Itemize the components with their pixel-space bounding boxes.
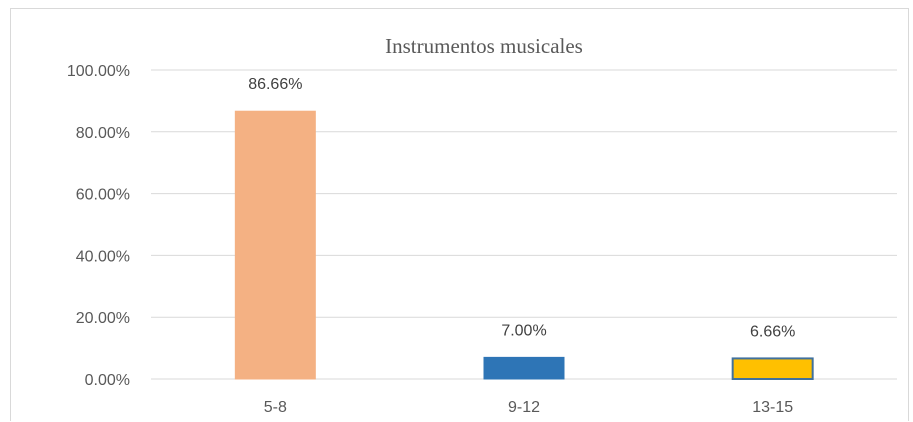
y-tick-label: 20.00% (76, 310, 130, 327)
y-axis-tick-labels: 0.00% 20.00% 40.00% 60.00% 80.00% 100.00% (67, 63, 130, 389)
bar-9-12 (483, 356, 565, 380)
x-tick-label-13-15: 13-15 (752, 399, 793, 416)
x-axis-tick-labels: 5-8 9-12 13-15 (264, 399, 793, 416)
y-tick-label: 100.00% (67, 63, 130, 80)
data-label-5-8: 86.66% (248, 76, 302, 93)
bar-chart: Instrumentos musicales 0.00% 20.00% 40.00%… (67, 34, 897, 416)
x-tick-label-9-12: 9-12 (508, 399, 540, 416)
data-label-13-15: 6.66% (750, 323, 795, 340)
data-labels: 86.66% 7.00% 6.66% (248, 76, 795, 340)
data-label-9-12: 7.00% (501, 322, 546, 339)
chart-title: Instrumentos musicales (385, 34, 583, 58)
y-tick-label: 60.00% (76, 187, 130, 204)
bar-13-15 (731, 357, 814, 380)
bars (234, 110, 814, 380)
chart-frame: Instrumentos musicales 0.00% 20.00% 40.00%… (10, 8, 909, 421)
y-tick-label: 80.00% (76, 125, 130, 142)
bar-5-8 (234, 110, 316, 380)
y-tick-label: 40.00% (76, 248, 130, 265)
x-tick-label-5-8: 5-8 (264, 399, 287, 416)
y-tick-label: 0.00% (85, 372, 130, 389)
